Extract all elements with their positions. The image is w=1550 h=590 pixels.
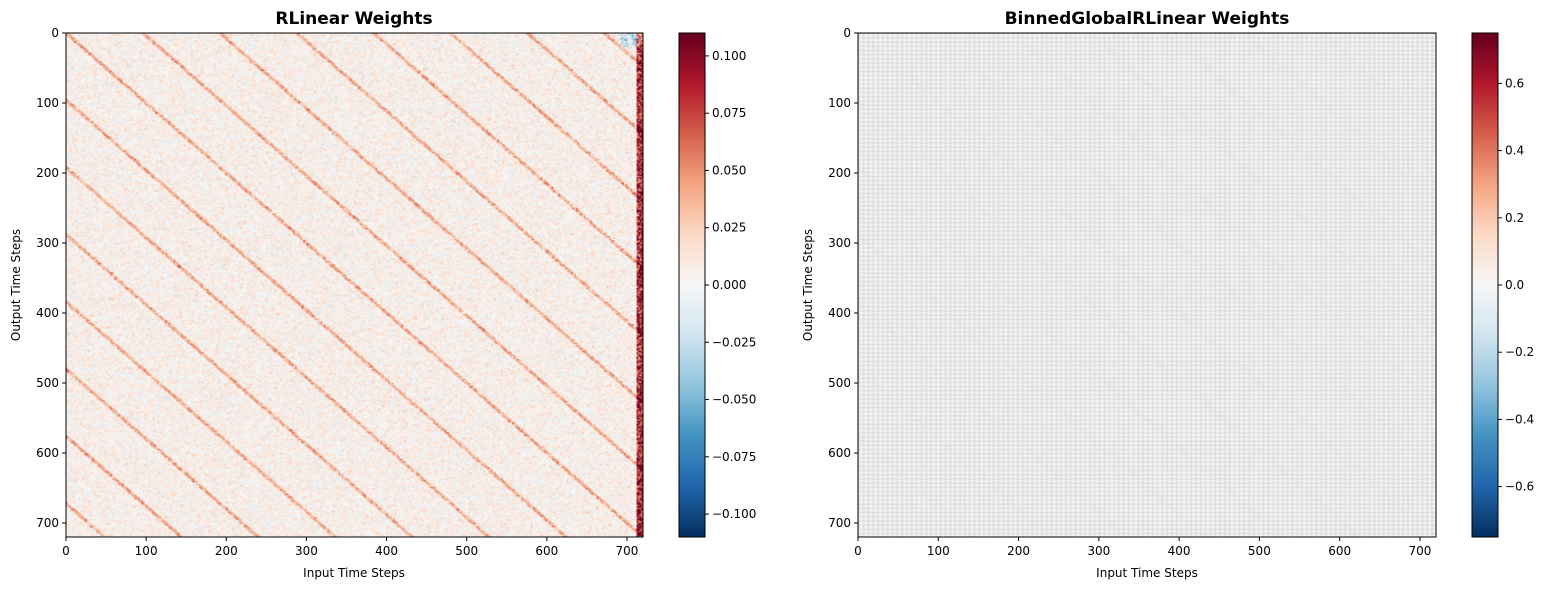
colorbar-tick-label: 0.025 xyxy=(712,221,746,235)
y-axis-ticks: 0 100 200 300 400 500 600 700 xyxy=(828,26,858,530)
x-tick-label: 300 xyxy=(295,544,318,558)
x-tick-label: 500 xyxy=(455,544,478,558)
colorbar-tick-label: −0.075 xyxy=(712,450,756,464)
colorbar-tick-label: −0.6 xyxy=(1505,480,1534,494)
x-tick-label: 0 xyxy=(62,544,70,558)
y-tick-label: 700 xyxy=(36,516,59,530)
x-axis-label: Input Time Steps xyxy=(303,566,405,580)
y-tick-label: 200 xyxy=(828,166,851,180)
y-tick-label: 300 xyxy=(828,236,851,250)
x-tick-label: 700 xyxy=(1408,544,1431,558)
y-tick-label: 500 xyxy=(36,376,59,390)
y-tick-label: 200 xyxy=(36,166,59,180)
colorbar-tick-label: −0.025 xyxy=(712,335,756,349)
y-tick-label: 0 xyxy=(843,26,851,40)
x-tick-label: 400 xyxy=(1168,544,1191,558)
colorbar-tick-label: 0.100 xyxy=(712,49,746,63)
y-tick-label: 700 xyxy=(828,516,851,530)
y-tick-label: 0 xyxy=(51,26,59,40)
colorbar-tick-label: −0.4 xyxy=(1505,412,1534,426)
y-tick-label: 400 xyxy=(828,306,851,320)
x-tick-label: 200 xyxy=(1007,544,1030,558)
colorbar-tick-label: −0.2 xyxy=(1505,345,1534,359)
y-tick-label: 100 xyxy=(828,96,851,110)
y-tick-label: 600 xyxy=(828,446,851,460)
colorbar-ticks: 0.6 0.4 0.2 0.0 −0.2 −0.4 −0.6 xyxy=(1498,76,1534,494)
y-tick-label: 100 xyxy=(36,96,59,110)
x-tick-label: 500 xyxy=(1248,544,1271,558)
x-tick-label: 200 xyxy=(215,544,238,558)
y-axis-label: Output Time Steps xyxy=(801,229,815,341)
y-axis-label: Output Time Steps xyxy=(9,229,23,341)
x-axis-label: Input Time Steps xyxy=(1096,566,1198,580)
x-tick-label: 600 xyxy=(535,544,558,558)
colorbar-tick-label: −0.050 xyxy=(712,393,756,407)
y-tick-label: 600 xyxy=(36,446,59,460)
x-tick-label: 100 xyxy=(927,544,950,558)
colorbar-tick-label: 0.050 xyxy=(712,163,746,177)
colorbar-ticks: 0.100 0.075 0.050 0.025 0.000 −0.025 −0.050 −0.… xyxy=(705,49,756,521)
colorbar-tick-label: 0.4 xyxy=(1505,144,1524,158)
x-tick-label: 400 xyxy=(375,544,398,558)
y-tick-label: 500 xyxy=(828,376,851,390)
heatmap-image xyxy=(66,33,643,537)
chart-title: RLinear Weights xyxy=(275,9,432,29)
colorbar-tick-label: 0.0 xyxy=(1505,278,1524,292)
binned-global-rlinear-heatmap-panel: BinnedGlobalRLinear Weights 0 100 200 300 40… xyxy=(801,9,1534,580)
colorbar-tick-label: 0.000 xyxy=(712,278,746,292)
x-axis-ticks: 0 100 200 300 400 500 600 700 xyxy=(62,537,638,558)
heatmap-image xyxy=(858,33,1436,537)
y-axis-ticks: 0 100 200 300 400 500 600 700 xyxy=(36,26,66,530)
colorbar-image xyxy=(1472,33,1498,537)
colorbar-tick-label: 0.075 xyxy=(712,106,746,120)
chart-title: BinnedGlobalRLinear Weights xyxy=(1005,9,1290,29)
x-tick-label: 700 xyxy=(616,544,639,558)
x-axis-ticks: 0 100 200 300 400 500 600 700 xyxy=(854,537,1431,558)
x-tick-label: 100 xyxy=(135,544,158,558)
plot-frame xyxy=(857,32,1437,538)
y-tick-label: 300 xyxy=(36,236,59,250)
plot-frame xyxy=(65,32,644,538)
x-tick-label: 600 xyxy=(1328,544,1351,558)
colorbar-tick-label: 0.2 xyxy=(1505,211,1524,225)
x-tick-label: 0 xyxy=(854,544,862,558)
x-tick-label: 300 xyxy=(1087,544,1110,558)
colorbar-tick-label: −0.100 xyxy=(712,507,756,521)
colorbar-tick-label: 0.6 xyxy=(1505,76,1524,90)
rlinear-heatmap-panel: RLinear Weights 0 100 200 300 400 500 600 700 0… xyxy=(9,9,756,580)
y-tick-label: 400 xyxy=(36,306,59,320)
colorbar-image xyxy=(679,33,705,537)
